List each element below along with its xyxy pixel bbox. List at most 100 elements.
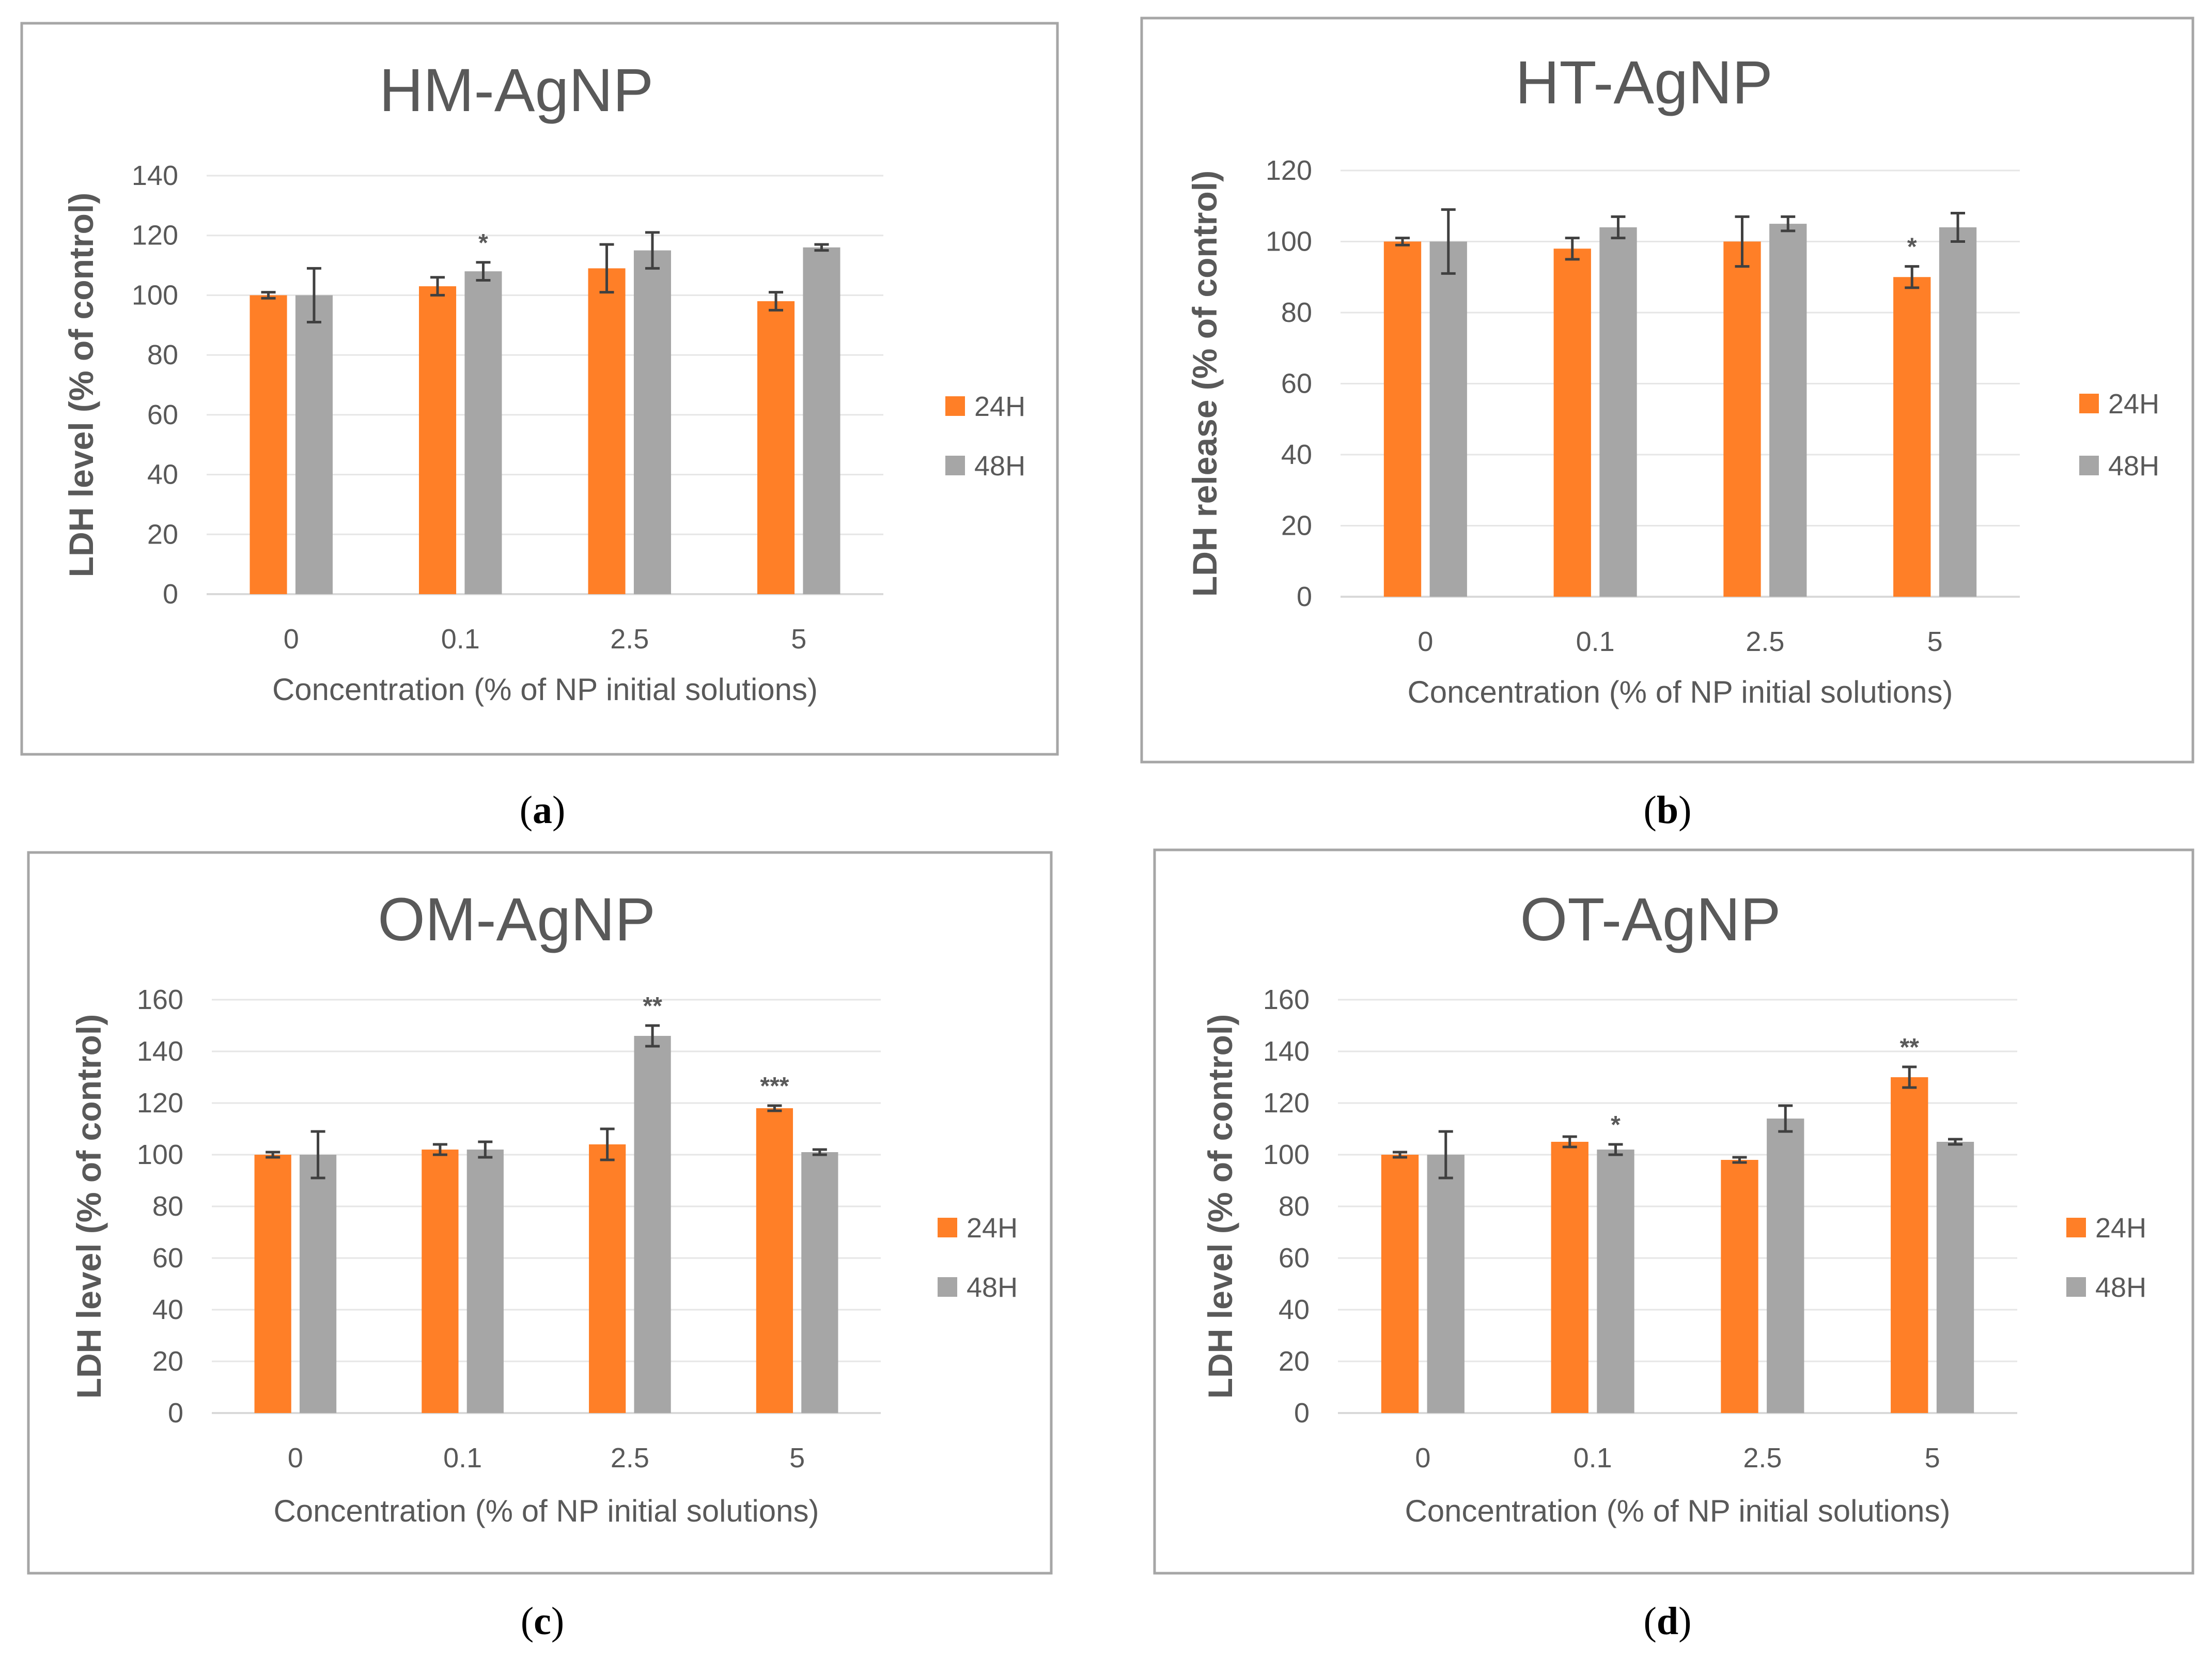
- x-tick-label: 2.5: [611, 1442, 649, 1473]
- y-tick-label: 100: [137, 1139, 183, 1170]
- error-bar: [1608, 1143, 1623, 1156]
- bar-24h-5: [1893, 277, 1931, 597]
- error-bar: [1395, 237, 1410, 246]
- y-tick-label: 60: [152, 1243, 183, 1274]
- y-axis-label: LDH release (% of control): [1186, 170, 1224, 597]
- chart-border: [27, 851, 1053, 1575]
- bar-24h-0: [254, 1155, 291, 1413]
- x-axis-label: Concentration (% of NP initial solutions…: [272, 672, 818, 707]
- chart-title: HM-AgNP: [379, 56, 653, 125]
- error-bar: [1441, 208, 1456, 275]
- y-tick-label: 60: [1281, 368, 1312, 399]
- chart-title: HT-AgNP: [1515, 49, 1772, 117]
- panel-label-b: (b): [1643, 788, 1692, 832]
- bar-48h-0: [295, 295, 333, 594]
- x-tick-label: 2.5: [610, 624, 649, 655]
- x-axis-label: Concentration (% of NP initial solutions…: [1407, 675, 1953, 709]
- bar-48h-2.5: [634, 1036, 671, 1413]
- chart-d: OT-AgNP 0 20 40 60 80 100 120 140 160 LDH level (%…: [1153, 848, 2194, 1575]
- legend-swatch-24h: [2079, 394, 2099, 413]
- legend-swatch-48h: [938, 1277, 957, 1297]
- panel-label-d: (d): [1643, 1600, 1692, 1643]
- y-tick-label: 140: [1263, 1036, 1310, 1067]
- error-bar: [1902, 1065, 1917, 1089]
- chart-border: [1153, 848, 2194, 1575]
- bar-24h-2.5: [588, 268, 626, 594]
- chart-title: OM-AgNP: [378, 886, 656, 954]
- y-axis-label: LDH level (% of control): [70, 1014, 108, 1399]
- error-bar: [476, 261, 491, 282]
- bar-48h-0.1: [1597, 1150, 1634, 1413]
- error-bar: [767, 1104, 782, 1112]
- significance-marker: *: [1611, 1111, 1621, 1139]
- x-tick-label: 0.1: [441, 624, 480, 655]
- error-bar: [261, 291, 276, 300]
- chart-b: HT-AgNP 0 20 40 60 80 100 120 LDH release (% of …: [1140, 17, 2194, 764]
- y-tick-label: 40: [152, 1294, 183, 1325]
- bar-48h-0: [1429, 241, 1467, 597]
- error-bar: [600, 1127, 615, 1161]
- y-tick-label: 0: [168, 1398, 183, 1429]
- y-tick-label: 80: [1281, 297, 1312, 328]
- chart-border: [20, 22, 1059, 756]
- legend-label-24h: 24H: [2108, 389, 2159, 420]
- y-tick-label: 40: [1279, 1294, 1310, 1325]
- bar-48h-0.1: [1599, 227, 1637, 597]
- bar-48h-5: [801, 1152, 838, 1413]
- significance-marker: **: [643, 992, 662, 1020]
- chart-a: HM-AgNP 0 20 40 60 80 100 120 140 LDH level (% of…: [20, 22, 1059, 756]
- y-tick-label: 120: [1266, 155, 1312, 186]
- bar-48h-0: [299, 1155, 337, 1413]
- legend-label-48h: 48H: [967, 1272, 1018, 1303]
- significance-marker: *: [1907, 234, 1917, 261]
- bar-24h-5: [757, 301, 795, 594]
- legend-swatch-48h: [2066, 1277, 2086, 1297]
- legend-swatch-24h: [938, 1218, 957, 1237]
- y-tick-label: 0: [1297, 581, 1312, 612]
- error-bar: [478, 1140, 493, 1159]
- error-bar: [769, 291, 784, 312]
- bar-24h-5: [1891, 1077, 1928, 1413]
- y-tick-label: 80: [152, 1191, 183, 1222]
- y-tick-label: 20: [1281, 510, 1312, 541]
- x-tick-label: 5: [1927, 626, 1943, 657]
- y-tick-label: 40: [1281, 439, 1312, 470]
- y-tick-label: 80: [1279, 1191, 1310, 1222]
- bar-24h-0.1: [1553, 249, 1591, 597]
- x-tick-label: 5: [1925, 1442, 1940, 1473]
- bar-24h-0.1: [419, 286, 457, 594]
- error-bar: [1948, 1138, 1963, 1146]
- error-bar: [1778, 1104, 1793, 1133]
- error-bar: [1611, 215, 1626, 240]
- panel-label-a: (a): [519, 788, 566, 832]
- y-tick-label: 120: [137, 1088, 183, 1119]
- x-tick-label: 2.5: [1743, 1442, 1782, 1473]
- bar-24h-0.1: [1551, 1142, 1588, 1413]
- error-bar: [266, 1151, 281, 1159]
- x-tick-label: 0: [284, 624, 299, 655]
- y-tick-label: 160: [1263, 984, 1310, 1015]
- error-bar: [645, 231, 660, 270]
- y-tick-label: 120: [1263, 1088, 1310, 1119]
- error-bar: [1565, 237, 1580, 261]
- bar-24h-0: [1381, 1155, 1419, 1413]
- y-tick-label: 60: [1279, 1243, 1310, 1274]
- bar-24h-5: [756, 1108, 793, 1413]
- bar-48h-5: [803, 247, 840, 594]
- legend-label-24h: 24H: [967, 1213, 1018, 1244]
- y-tick-label: 20: [1279, 1346, 1310, 1377]
- panel-label-c: (c): [520, 1600, 565, 1643]
- bar-48h-5: [1936, 1142, 1974, 1413]
- x-tick-label: 5: [789, 1442, 805, 1473]
- bar-48h-0: [1427, 1155, 1465, 1413]
- legend-swatch-24h: [945, 396, 965, 416]
- bar-48h-0.1: [464, 271, 502, 594]
- error-bar: [1735, 215, 1750, 268]
- chart-c: OM-AgNP 0 20 40 60 80 100 120 140 160 LDH level (%…: [27, 851, 1053, 1575]
- y-tick-label: 20: [152, 1346, 183, 1377]
- error-bar: [310, 1130, 325, 1180]
- error-bar: [1392, 1151, 1407, 1159]
- error-bar: [645, 1024, 660, 1048]
- error-bar: [306, 267, 321, 323]
